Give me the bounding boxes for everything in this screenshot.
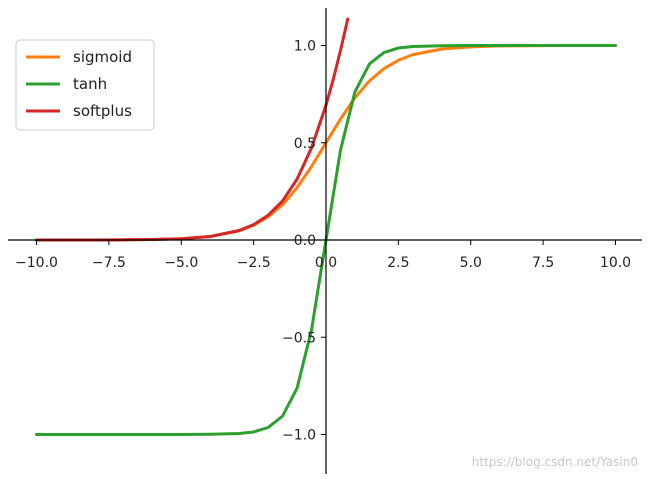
x-tick-label: 10.0 (600, 255, 631, 271)
watermark: https://blog.csdn.net/Yasin0 (471, 455, 638, 469)
legend-label-sigmoid: sigmoid (73, 48, 132, 66)
x-tick-label: 7.5 (532, 255, 554, 271)
x-tick-label: 2.5 (387, 255, 409, 271)
y-tick-label: −1.0 (282, 428, 316, 444)
y-tick-label: 1.0 (294, 39, 316, 55)
legend-label-tanh: tanh (73, 75, 107, 93)
x-tick-label: −5.0 (164, 255, 198, 271)
y-tick-label: 0.0 (294, 233, 316, 249)
y-tick-label: −0.5 (282, 330, 316, 346)
y-tick-label: 0.5 (294, 136, 316, 152)
legend: sigmoid tanh softplus (15, 39, 155, 131)
x-tick-label: −2.5 (237, 255, 271, 271)
x-tick-label: −7.5 (92, 255, 126, 271)
x-axis-ticks: −10.0 −7.5 −5.0 −2.5 0.0 2.5 5.0 7.5 10.0 (15, 240, 631, 271)
y-axis-ticks: −1.0 −0.5 0.0 0.5 1.0 (282, 39, 326, 444)
legend-label-softplus: softplus (73, 102, 132, 120)
x-tick-label: 0.0 (315, 255, 337, 271)
x-tick-label: 5.0 (460, 255, 482, 271)
legend-box (15, 39, 155, 131)
x-tick-label: −10.0 (15, 255, 58, 271)
